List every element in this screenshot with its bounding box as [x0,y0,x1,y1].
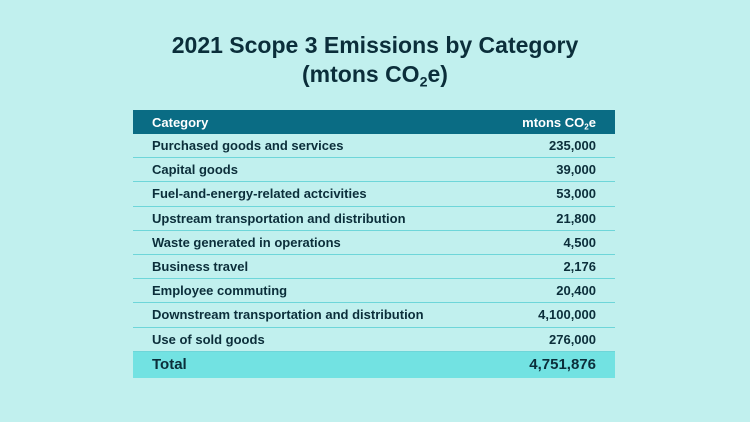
total-row: Total 4,751,876 [133,351,615,378]
table-row: Downstream transportation and distributi… [133,302,615,328]
table-row: Capital goods 39,000 [133,157,615,183]
row-category: Purchased goods and services [133,134,488,159]
table-header-row: Category mtons CO2e [133,110,615,134]
row-category: Business travel [133,254,488,280]
row-category: Use of sold goods [133,327,488,352]
row-value: 53,000 [487,181,615,207]
title-line-1: 2021 Scope 3 Emissions by Category [171,32,579,58]
title-unit-suffix: e) [427,61,448,87]
row-category: Employee commuting [133,278,488,304]
row-value: 21,800 [487,206,615,231]
page-title: 2021 Scope 3 Emissions by Category (mton… [0,31,750,89]
total-value: 4,751,876 [487,351,615,378]
table-row: Business travel 2,176 [133,254,615,280]
emissions-table: Category mtons CO2e Purchased goods and … [133,110,615,378]
table-row: Waste generated in operations 4,500 [133,230,615,255]
table-row: Use of sold goods 276,000 [133,327,615,352]
row-value: 4,100,000 [487,302,615,328]
row-category: Downstream transportation and distributi… [133,302,488,328]
header-unit-suffix: e [588,114,596,130]
title-unit-prefix: (mtons CO [302,61,420,87]
table-row: Purchased goods and services 235,000 [133,134,615,159]
title-unit-subscript: 2 [419,74,428,91]
table-row: Employee commuting 20,400 [133,278,615,304]
row-value: 39,000 [487,157,615,183]
table-row: Fuel-and-energy-related actcivities 53,0… [133,181,615,207]
row-category: Capital goods [133,157,488,183]
header-value: mtons CO2e [487,110,615,134]
header-category: Category [133,110,488,134]
total-label: Total [133,351,488,378]
row-value: 20,400 [487,278,615,304]
row-category: Fuel-and-energy-related actcivities [133,181,488,207]
row-category: Upstream transportation and distribution [133,206,488,231]
row-category: Waste generated in operations [133,230,488,255]
row-value: 235,000 [487,134,615,159]
header-unit-prefix: mtons CO [522,114,585,130]
table-row: Upstream transportation and distribution… [133,206,615,231]
row-value: 2,176 [487,254,615,280]
row-value: 276,000 [487,327,615,352]
title-line-2: (mtons CO2e) [0,60,750,89]
header-unit-subscript: 2 [584,121,589,131]
row-value: 4,500 [487,230,615,255]
